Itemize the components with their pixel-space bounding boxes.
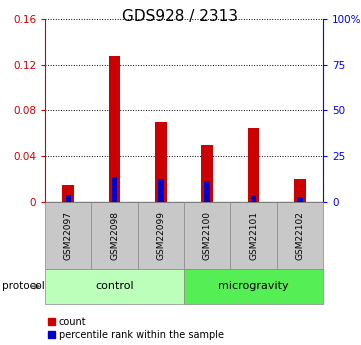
Bar xyxy=(297,197,303,202)
Text: GSM22101: GSM22101 xyxy=(249,211,258,260)
Bar xyxy=(109,56,121,202)
Text: microgravity: microgravity xyxy=(218,282,289,291)
Bar xyxy=(201,145,213,202)
Legend: count, percentile rank within the sample: count, percentile rank within the sample xyxy=(48,317,224,340)
Text: protocol: protocol xyxy=(2,282,44,291)
Text: GSM22102: GSM22102 xyxy=(295,211,304,260)
Bar xyxy=(158,179,164,202)
Text: GSM22099: GSM22099 xyxy=(156,211,165,260)
Bar xyxy=(155,122,167,202)
Text: GSM22098: GSM22098 xyxy=(110,211,119,260)
Text: control: control xyxy=(95,282,134,291)
Text: GSM22097: GSM22097 xyxy=(64,211,73,260)
Bar xyxy=(204,181,210,202)
Bar xyxy=(112,177,117,202)
Bar xyxy=(251,195,256,202)
Bar xyxy=(65,195,71,202)
Text: GSM22100: GSM22100 xyxy=(203,211,212,260)
Bar xyxy=(294,179,306,202)
Bar xyxy=(248,128,260,202)
Text: GDS928 / 2313: GDS928 / 2313 xyxy=(122,9,239,23)
Bar xyxy=(62,185,74,202)
